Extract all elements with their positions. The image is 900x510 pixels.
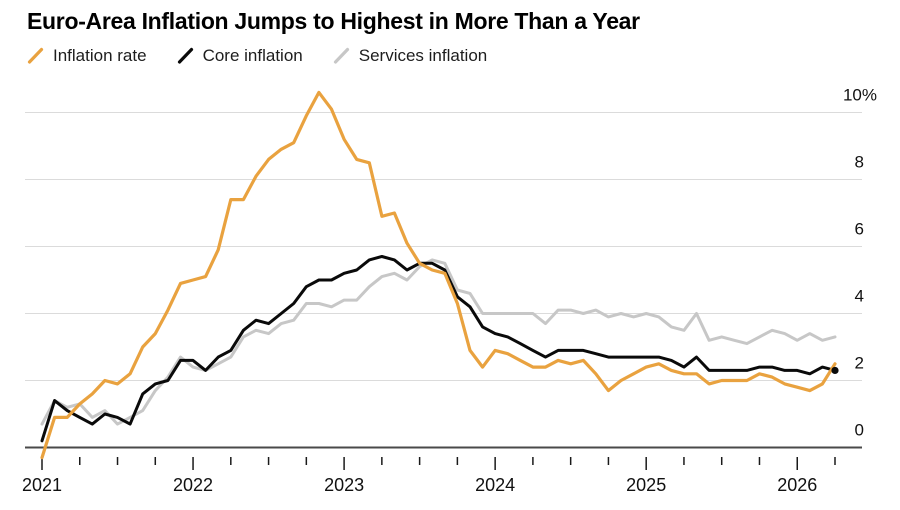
x-axis-label: 2023 xyxy=(324,475,364,495)
x-axis-label: 2021 xyxy=(22,475,62,495)
core-endpoint-dot xyxy=(831,366,839,375)
series-line-services-inflation xyxy=(40,258,837,426)
chart-legend: Inflation rate Core inflation Services i… xyxy=(27,46,487,66)
y-axis-label: 0 xyxy=(855,421,864,440)
legend-label: Services inflation xyxy=(358,46,488,65)
y-axis-label: 6 xyxy=(855,220,864,239)
y-axis-label: 2 xyxy=(855,354,864,373)
chart-title: Euro-Area Inflation Jumps to Highest in … xyxy=(27,8,640,34)
legend-label: Inflation rate xyxy=(53,46,147,65)
legend-label: Core inflation xyxy=(202,46,303,65)
y-axis-label: 4 xyxy=(855,287,864,306)
legend-item-services-inflation: Services inflation xyxy=(333,46,488,66)
y-axis-label: 8 xyxy=(855,153,864,172)
x-axis-label: 2022 xyxy=(173,475,213,495)
legend-item-inflation-rate: Inflation rate xyxy=(27,46,147,66)
y-axis-label: 10% xyxy=(843,86,877,105)
core-inflation-slash-icon xyxy=(177,47,193,64)
x-axis-label: 2025 xyxy=(626,475,666,495)
series-line-inflation-rate xyxy=(40,90,837,460)
services-inflation-slash-icon xyxy=(333,47,349,64)
series-line-core-inflation xyxy=(40,255,837,443)
x-axis-label: 2026 xyxy=(777,475,817,495)
inflation-rate-slash-icon xyxy=(27,47,44,64)
x-axis-label: 2024 xyxy=(475,475,515,495)
legend-item-core-inflation: Core inflation xyxy=(177,46,303,66)
